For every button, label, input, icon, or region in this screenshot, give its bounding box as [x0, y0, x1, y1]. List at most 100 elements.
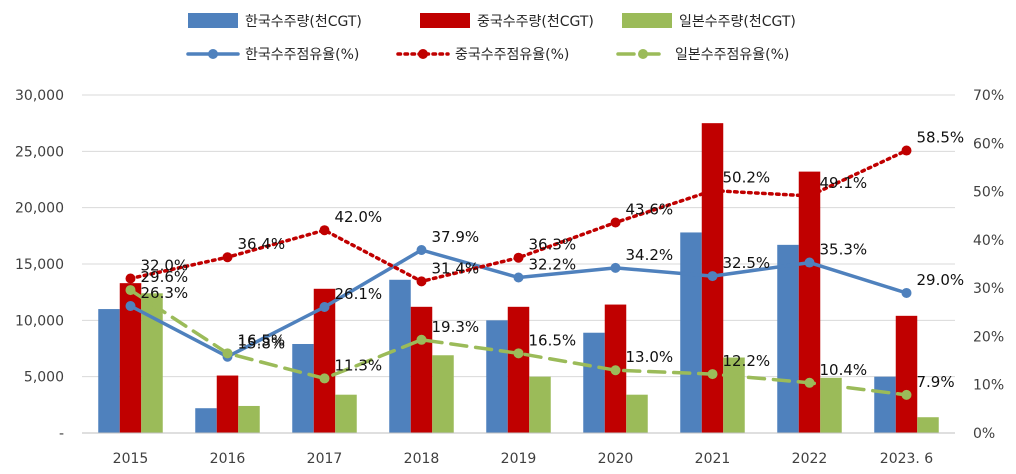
- bar: [626, 394, 648, 433]
- share-lines: [125, 145, 912, 400]
- data-label: 50.2%: [723, 169, 771, 187]
- line-marker: [222, 252, 233, 263]
- data-labels: 26.3% 15.8% 26.1% 37.9% 32.2% 34.2% 32.5% 35.3%…: [141, 129, 965, 391]
- data-label: 11.3%: [335, 356, 383, 374]
- bar: [313, 288, 336, 433]
- line-marker: [804, 377, 815, 388]
- line-marker: [901, 287, 912, 298]
- line-marker: [610, 262, 621, 273]
- line-marker: [513, 252, 524, 263]
- x-tick-label: 2017: [307, 451, 343, 467]
- y-right-tick-label: 40%: [973, 233, 1004, 249]
- data-label: 37.9%: [432, 228, 480, 246]
- bar: [195, 408, 217, 433]
- data-label: 12.2%: [723, 352, 771, 370]
- line-marker: [125, 285, 136, 296]
- y-right-tick-label: 10%: [973, 378, 1004, 394]
- y-left-tick-label: 20,000: [15, 201, 64, 217]
- data-label: 43.6%: [626, 200, 674, 218]
- line-marker: [707, 271, 718, 282]
- data-label: 19.3%: [432, 318, 480, 336]
- line-marker: [707, 369, 718, 380]
- bar: [98, 309, 120, 433]
- legend-label: 중국수주점유율(%): [455, 47, 569, 63]
- line-marker: [804, 257, 815, 268]
- data-label: 26.3%: [141, 284, 189, 302]
- data-label: 26.1%: [335, 285, 383, 303]
- data-label: 34.2%: [626, 246, 674, 264]
- bar: [680, 232, 702, 433]
- data-label: 10.4%: [820, 361, 868, 379]
- data-label: 29.6%: [141, 268, 189, 286]
- y-right-tick-label: 0%: [973, 426, 995, 442]
- legend-label: 일본수주량(천CGT): [679, 14, 796, 30]
- line-marker: [804, 190, 815, 201]
- legend-swatch: [622, 13, 672, 28]
- line-marker: [416, 334, 427, 345]
- legend-marker: [638, 49, 648, 59]
- share-line: [128, 288, 909, 397]
- bar: [874, 376, 896, 433]
- legend-label: 일본수주점유율(%): [675, 47, 789, 63]
- y-left-tick-label: -: [59, 426, 64, 442]
- data-label: 29.0%: [917, 271, 965, 289]
- bar: [335, 394, 357, 433]
- bar: [895, 315, 918, 433]
- data-label: 36.4%: [238, 235, 286, 253]
- bar: [917, 417, 939, 433]
- bar: [389, 279, 411, 433]
- data-label: 35.3%: [820, 241, 868, 259]
- legend: 한국수주량(천CGT) 중국수주량(천CGT) 일본수주량(천CGT) 한국수주점유율…: [186, 13, 796, 63]
- bar: [486, 320, 508, 433]
- legend-label: 한국수주점유율(%): [245, 47, 359, 63]
- data-label: 32.2%: [529, 256, 577, 274]
- data-label: 13.0%: [626, 348, 674, 366]
- line-marker: [901, 389, 912, 400]
- x-tick-label: 2021: [695, 451, 731, 467]
- y-left-tick-label: 25,000: [15, 144, 64, 160]
- bar: [529, 376, 551, 433]
- line-marker: [319, 373, 330, 384]
- line-marker: [319, 225, 330, 236]
- data-label: 49.1%: [820, 174, 868, 192]
- x-tick-label: 2016: [210, 451, 246, 467]
- bar: [141, 293, 163, 433]
- data-label: 32.0%: [141, 256, 189, 274]
- bar: [777, 244, 799, 433]
- bar: [216, 375, 239, 433]
- line-marker: [416, 244, 427, 255]
- x-tick-label: 2015: [113, 451, 149, 467]
- data-label: 58.5%: [917, 129, 965, 147]
- line-marker: [125, 273, 136, 284]
- y-right-tick-label: 30%: [973, 281, 1004, 297]
- legend-label: 중국수주량(천CGT): [477, 14, 594, 30]
- line-marker: [707, 185, 718, 196]
- data-label: 16.5%: [529, 331, 577, 349]
- y-left-tick-label: 15,000: [15, 257, 64, 273]
- line-marker: [610, 217, 621, 228]
- data-label: 7.9%: [917, 373, 955, 391]
- legend-swatch: [420, 13, 470, 28]
- bar: [798, 171, 821, 433]
- data-label: 16.5%: [238, 331, 286, 349]
- legend-label: 한국수주량(천CGT): [245, 14, 362, 30]
- x-tick-label: 2019: [501, 451, 537, 467]
- bar: [432, 355, 454, 433]
- y-right-tick-label: 20%: [973, 329, 1004, 345]
- y-left-tick-label: 10,000: [15, 313, 64, 329]
- legend-marker: [418, 49, 428, 59]
- line-marker: [319, 301, 330, 312]
- data-label: 36.3%: [529, 236, 577, 254]
- legend-marker: [208, 49, 218, 59]
- bar: [119, 283, 142, 433]
- line-marker: [513, 272, 524, 283]
- x-tick-label: 2018: [404, 451, 440, 467]
- data-label: 42.0%: [335, 208, 383, 226]
- data-label: 32.5%: [723, 254, 771, 272]
- bar: [820, 377, 842, 433]
- line-marker: [222, 348, 233, 359]
- y-right-tick-label: 60%: [973, 136, 1004, 152]
- data-label: 15.8%: [238, 335, 286, 353]
